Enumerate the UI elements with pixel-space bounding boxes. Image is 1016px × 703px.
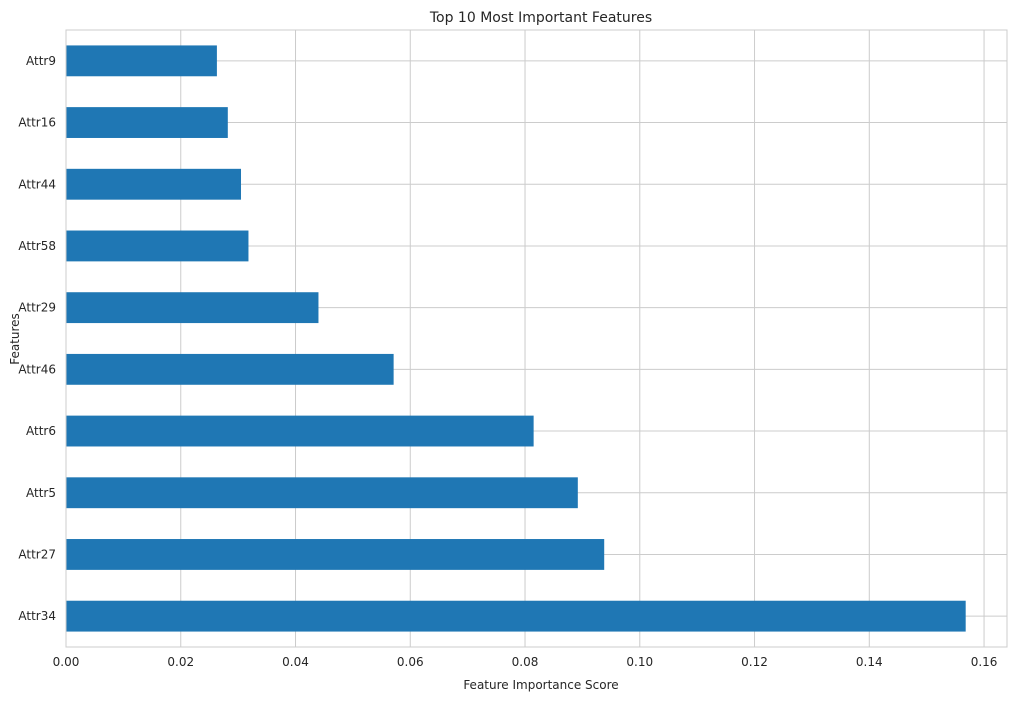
- x-tick-label: 0.02: [167, 655, 194, 669]
- x-tick-label: 0.10: [626, 655, 653, 669]
- y-axis-label: Features: [8, 313, 22, 365]
- y-tick-label: Attr58: [18, 239, 56, 253]
- bar-attr6: [66, 415, 534, 447]
- bar-attr16: [66, 107, 228, 138]
- y-tick-label: Attr34: [18, 609, 56, 623]
- bar-attr29: [66, 292, 319, 324]
- y-tick-label: Attr6: [26, 424, 56, 438]
- x-tick-label: 0.04: [282, 655, 309, 669]
- bar-attr34: [66, 600, 966, 632]
- x-tick-label: 0.06: [397, 655, 424, 669]
- x-axis-ticks: 0.00 0.02 0.04 0.06 0.08 0.10 0.12 0.14 0.16: [53, 655, 998, 669]
- x-tick-label: 0.12: [741, 655, 768, 669]
- y-tick-label: Attr16: [18, 116, 56, 130]
- y-tick-label: Attr44: [18, 177, 56, 191]
- bar-attr5: [66, 477, 578, 509]
- x-tick-label: 0.14: [856, 655, 883, 669]
- bar-attr58: [66, 230, 249, 262]
- bar-attr44: [66, 168, 242, 200]
- bar-attr9: [66, 45, 217, 77]
- bar-attr27: [66, 539, 605, 570]
- y-tick-label: Attr9: [26, 54, 56, 68]
- bars: [66, 45, 966, 632]
- bar-attr46: [66, 353, 394, 385]
- plot-frame: [65, 29, 1008, 648]
- x-tick-label: 0.16: [971, 655, 998, 669]
- y-tick-label: Attr46: [18, 362, 56, 376]
- y-axis-ticks: Attr34 Attr27 Attr5 Attr6 Attr46 Attr29 Attr58…: [18, 54, 56, 623]
- y-tick-label: Attr5: [26, 486, 56, 500]
- x-tick-label: 0.00: [53, 655, 80, 669]
- y-tick-label: Attr29: [18, 301, 56, 315]
- chart-title: Top 10 Most Important Features: [429, 10, 652, 26]
- x-axis-label: Feature Importance Score: [463, 678, 618, 692]
- x-tick-label: 0.08: [512, 655, 539, 669]
- y-tick-label: Attr27: [18, 547, 56, 561]
